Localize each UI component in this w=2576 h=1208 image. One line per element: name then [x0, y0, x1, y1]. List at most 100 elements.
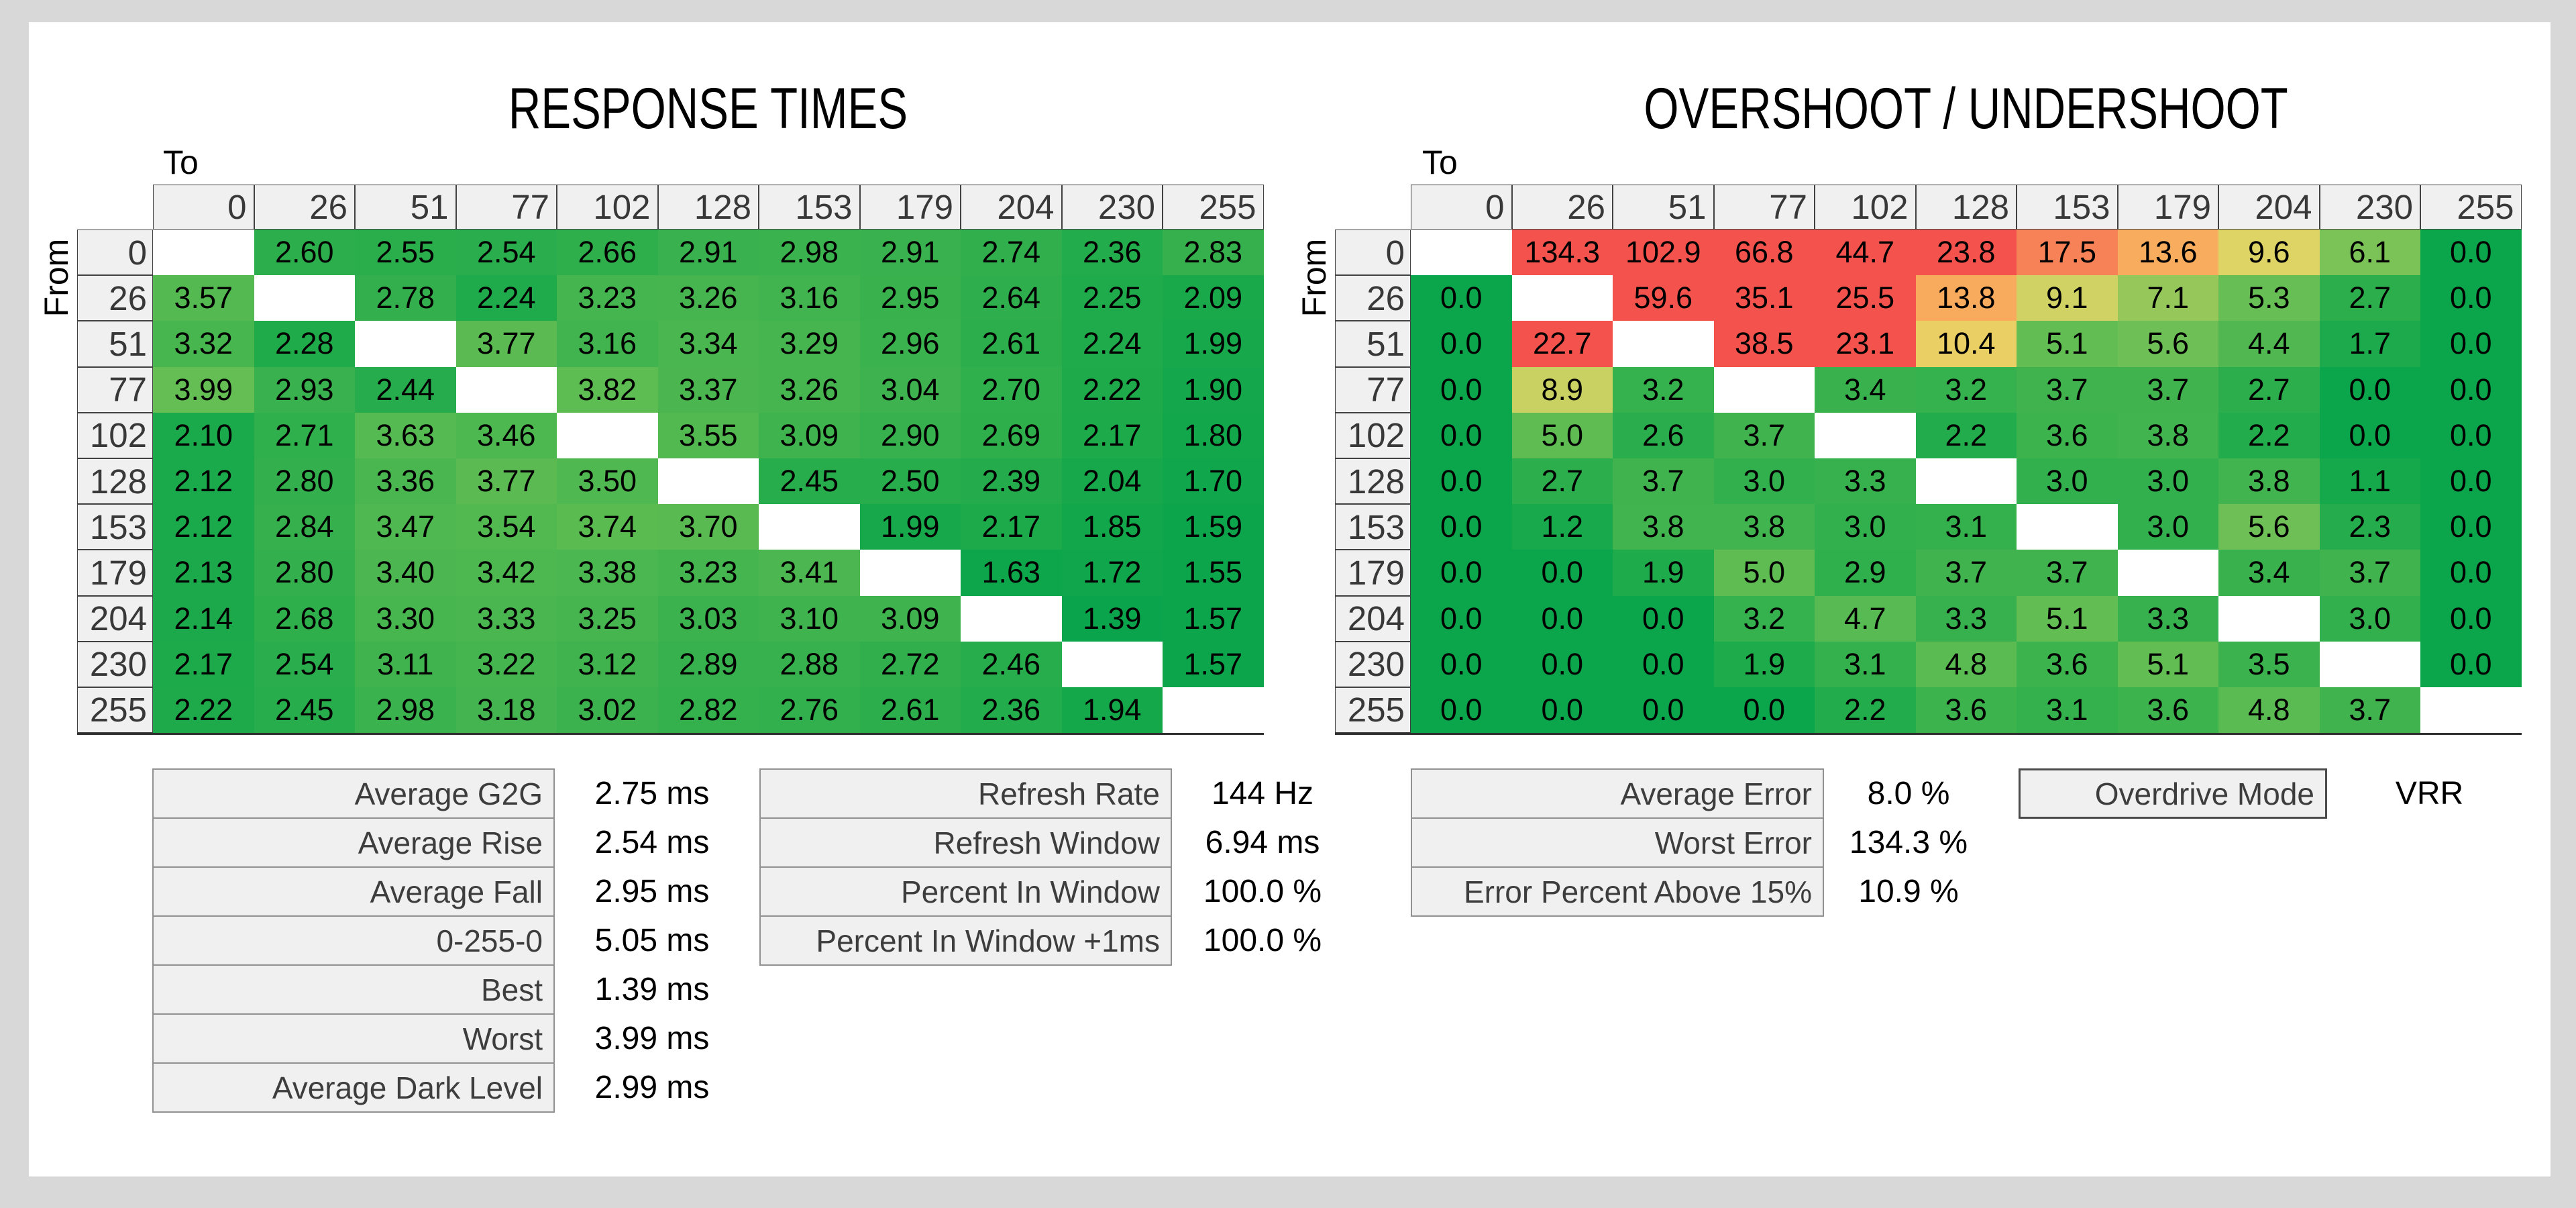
cell-from-128-to-51: 3.36	[355, 458, 456, 505]
cell-from-179-to-77: 3.42	[455, 550, 557, 596]
cell-from-102-to-204: 2.2	[2218, 412, 2320, 458]
cell-from-230-to-102: 3.12	[557, 641, 658, 687]
stat-value-refresh-rate: 144 Hz	[1211, 776, 1314, 811]
cell-from-77-to-204: 2.7	[2218, 366, 2320, 413]
corner-cell	[77, 185, 153, 230]
cell-from-77-to-51: 3.2	[1613, 366, 1714, 413]
row-header-77: 77	[1335, 366, 1411, 413]
cell-from-204-to-0: 0.0	[1411, 595, 1512, 642]
cell-from-77-to-128: 3.37	[657, 366, 759, 413]
cell-from-102-to-255: 0.0	[2420, 412, 2522, 458]
cell-from-230-to-153: 3.6	[2017, 641, 2118, 687]
cell-from-26-to-179: 7.1	[2117, 275, 2218, 321]
cell-from-102-to-0: 0.0	[1411, 412, 1512, 458]
cell-from-51-to-255: 0.0	[2420, 321, 2522, 367]
cell-from-128-to-204: 3.8	[2218, 458, 2320, 505]
cell-from-0-to-26: 134.3	[1511, 230, 1613, 276]
cell-from-77-to-0: 0.0	[1411, 366, 1512, 413]
cell-from-128-to-128	[1915, 458, 2017, 505]
row-header-102: 102	[1335, 412, 1411, 458]
cell-from-26-to-102: 3.23	[557, 275, 658, 321]
cell-from-153-to-128: 3.1	[1915, 504, 2017, 550]
row-header-255: 255	[77, 687, 153, 734]
row-header-255: 255	[1335, 687, 1411, 734]
stat-value-error-percent-above-15: 10.9 %	[1858, 874, 1959, 909]
cell-from-102-to-153: 3.6	[2017, 412, 2118, 458]
cell-from-179-to-230: 1.72	[1061, 550, 1163, 596]
cell-from-204-to-128: 3.03	[657, 595, 759, 642]
refresh-summary-table: Refresh Rate 144 Hz Refresh Window 6.94 ms P…	[759, 768, 1340, 966]
cell-from-153-to-230: 2.3	[2319, 504, 2420, 550]
overshoot-title-text: OVERSHOOT / UNDERSHOOT	[1644, 77, 2288, 141]
cell-from-77-to-26: 8.9	[1511, 366, 1613, 413]
cell-from-153-to-26: 1.2	[1511, 504, 1613, 550]
cell-from-255-to-204: 4.8	[2218, 687, 2320, 734]
cell-from-128-to-0: 0.0	[1411, 458, 1512, 505]
cell-from-128-to-179: 3.0	[2117, 458, 2218, 505]
cell-from-179-to-204: 1.63	[961, 550, 1062, 596]
row-header-51: 51	[1335, 321, 1411, 367]
row-header-0: 0	[77, 230, 153, 276]
cell-from-0-to-255: 2.83	[1163, 230, 1264, 276]
stat-row-worst: Worst 3.99 ms	[152, 1013, 736, 1064]
stat-label-average-g2g: Average G2G	[152, 768, 555, 819]
cell-from-0-to-153: 2.98	[759, 230, 860, 276]
stat-row-average-rise: Average Rise 2.54 ms	[152, 817, 736, 868]
cell-from-204-to-26: 2.68	[254, 595, 355, 642]
cell-from-128-to-102: 3.50	[557, 458, 658, 505]
cell-from-51-to-128: 10.4	[1915, 321, 2017, 367]
cell-from-204-to-255: 1.57	[1163, 595, 1264, 642]
col-header-153: 153	[2017, 185, 2118, 230]
cell-from-230-to-179: 2.72	[859, 641, 961, 687]
cell-from-0-to-0	[153, 230, 254, 276]
cell-from-230-to-204: 3.5	[2218, 641, 2320, 687]
cell-from-128-to-77: 3.77	[455, 458, 557, 505]
cell-from-204-to-102: 4.7	[1815, 595, 1916, 642]
cell-from-26-to-204: 5.3	[2218, 275, 2320, 321]
cell-from-51-to-230: 2.24	[1061, 321, 1163, 367]
cell-from-179-to-102: 3.38	[557, 550, 658, 596]
cell-from-0-to-204: 2.74	[961, 230, 1062, 276]
corner-cell	[1335, 185, 1411, 230]
cell-from-230-to-26: 2.54	[254, 641, 355, 687]
stat-label-average-error: Average Error	[1411, 768, 1824, 819]
overshoot-heatmap: 0 26 51 77 102 128 153 179 204 230 255 0 134.3 102.9 6…	[1335, 185, 2522, 736]
cell-from-153-to-204: 5.6	[2218, 504, 2320, 550]
cell-from-26-to-0: 3.57	[153, 275, 254, 321]
stat-value-average-rise: 2.54 ms	[594, 825, 710, 860]
cell-from-179-to-128: 3.23	[657, 550, 759, 596]
row-header-204: 204	[77, 595, 153, 642]
cell-from-179-to-0: 0.0	[1411, 550, 1512, 596]
cell-from-102-to-179: 3.8	[2117, 412, 2218, 458]
stat-row-best: Best 1.39 ms	[152, 964, 736, 1015]
cell-from-26-to-77: 2.24	[455, 275, 557, 321]
cell-from-51-to-51	[355, 321, 456, 367]
cell-from-77-to-179: 3.7	[2117, 366, 2218, 413]
error-summary-table: Average Error 8.0 % Worst Error 134.3 % Erro…	[1411, 768, 1982, 917]
stat-label-average-fall: Average Fall	[152, 866, 555, 917]
col-header-0: 0	[1411, 185, 1512, 230]
cell-from-0-to-102: 2.66	[557, 230, 658, 276]
response-times-heatmap: 0 26 51 77 102 128 153 179 204 230 255 0 2.60 2.55 2.5…	[77, 185, 1264, 736]
stat-label-percent-in-window-1ms: Percent In Window +1ms	[759, 915, 1172, 966]
cell-from-179-to-153: 3.7	[2017, 550, 2118, 596]
stat-value-percent-in-window-1ms: 100.0 %	[1203, 923, 1322, 958]
timing-summary-table: Average G2G 2.75 ms Average Rise 2.54 ms Ave…	[152, 768, 736, 1113]
col-header-51: 51	[355, 185, 456, 230]
cell-from-128-to-230: 2.04	[1061, 458, 1163, 505]
row-header-128: 128	[77, 458, 153, 505]
cell-from-255-to-255	[2420, 687, 2522, 734]
cell-from-102-to-128: 3.55	[657, 412, 759, 458]
cell-from-51-to-230: 1.7	[2319, 321, 2420, 367]
cell-from-255-to-128: 2.82	[657, 687, 759, 734]
cell-from-102-to-0: 2.10	[153, 412, 254, 458]
cell-from-77-to-0: 3.99	[153, 366, 254, 413]
cell-from-204-to-0: 2.14	[153, 595, 254, 642]
cell-from-102-to-230: 0.0	[2319, 412, 2420, 458]
stat-label-average-rise: Average Rise	[152, 817, 555, 868]
cell-from-51-to-255: 1.99	[1163, 321, 1264, 367]
cell-from-26-to-255: 2.09	[1163, 275, 1264, 321]
cell-from-0-to-128: 2.91	[657, 230, 759, 276]
cell-from-230-to-179: 5.1	[2117, 641, 2218, 687]
cell-from-255-to-51: 0.0	[1613, 687, 1714, 734]
